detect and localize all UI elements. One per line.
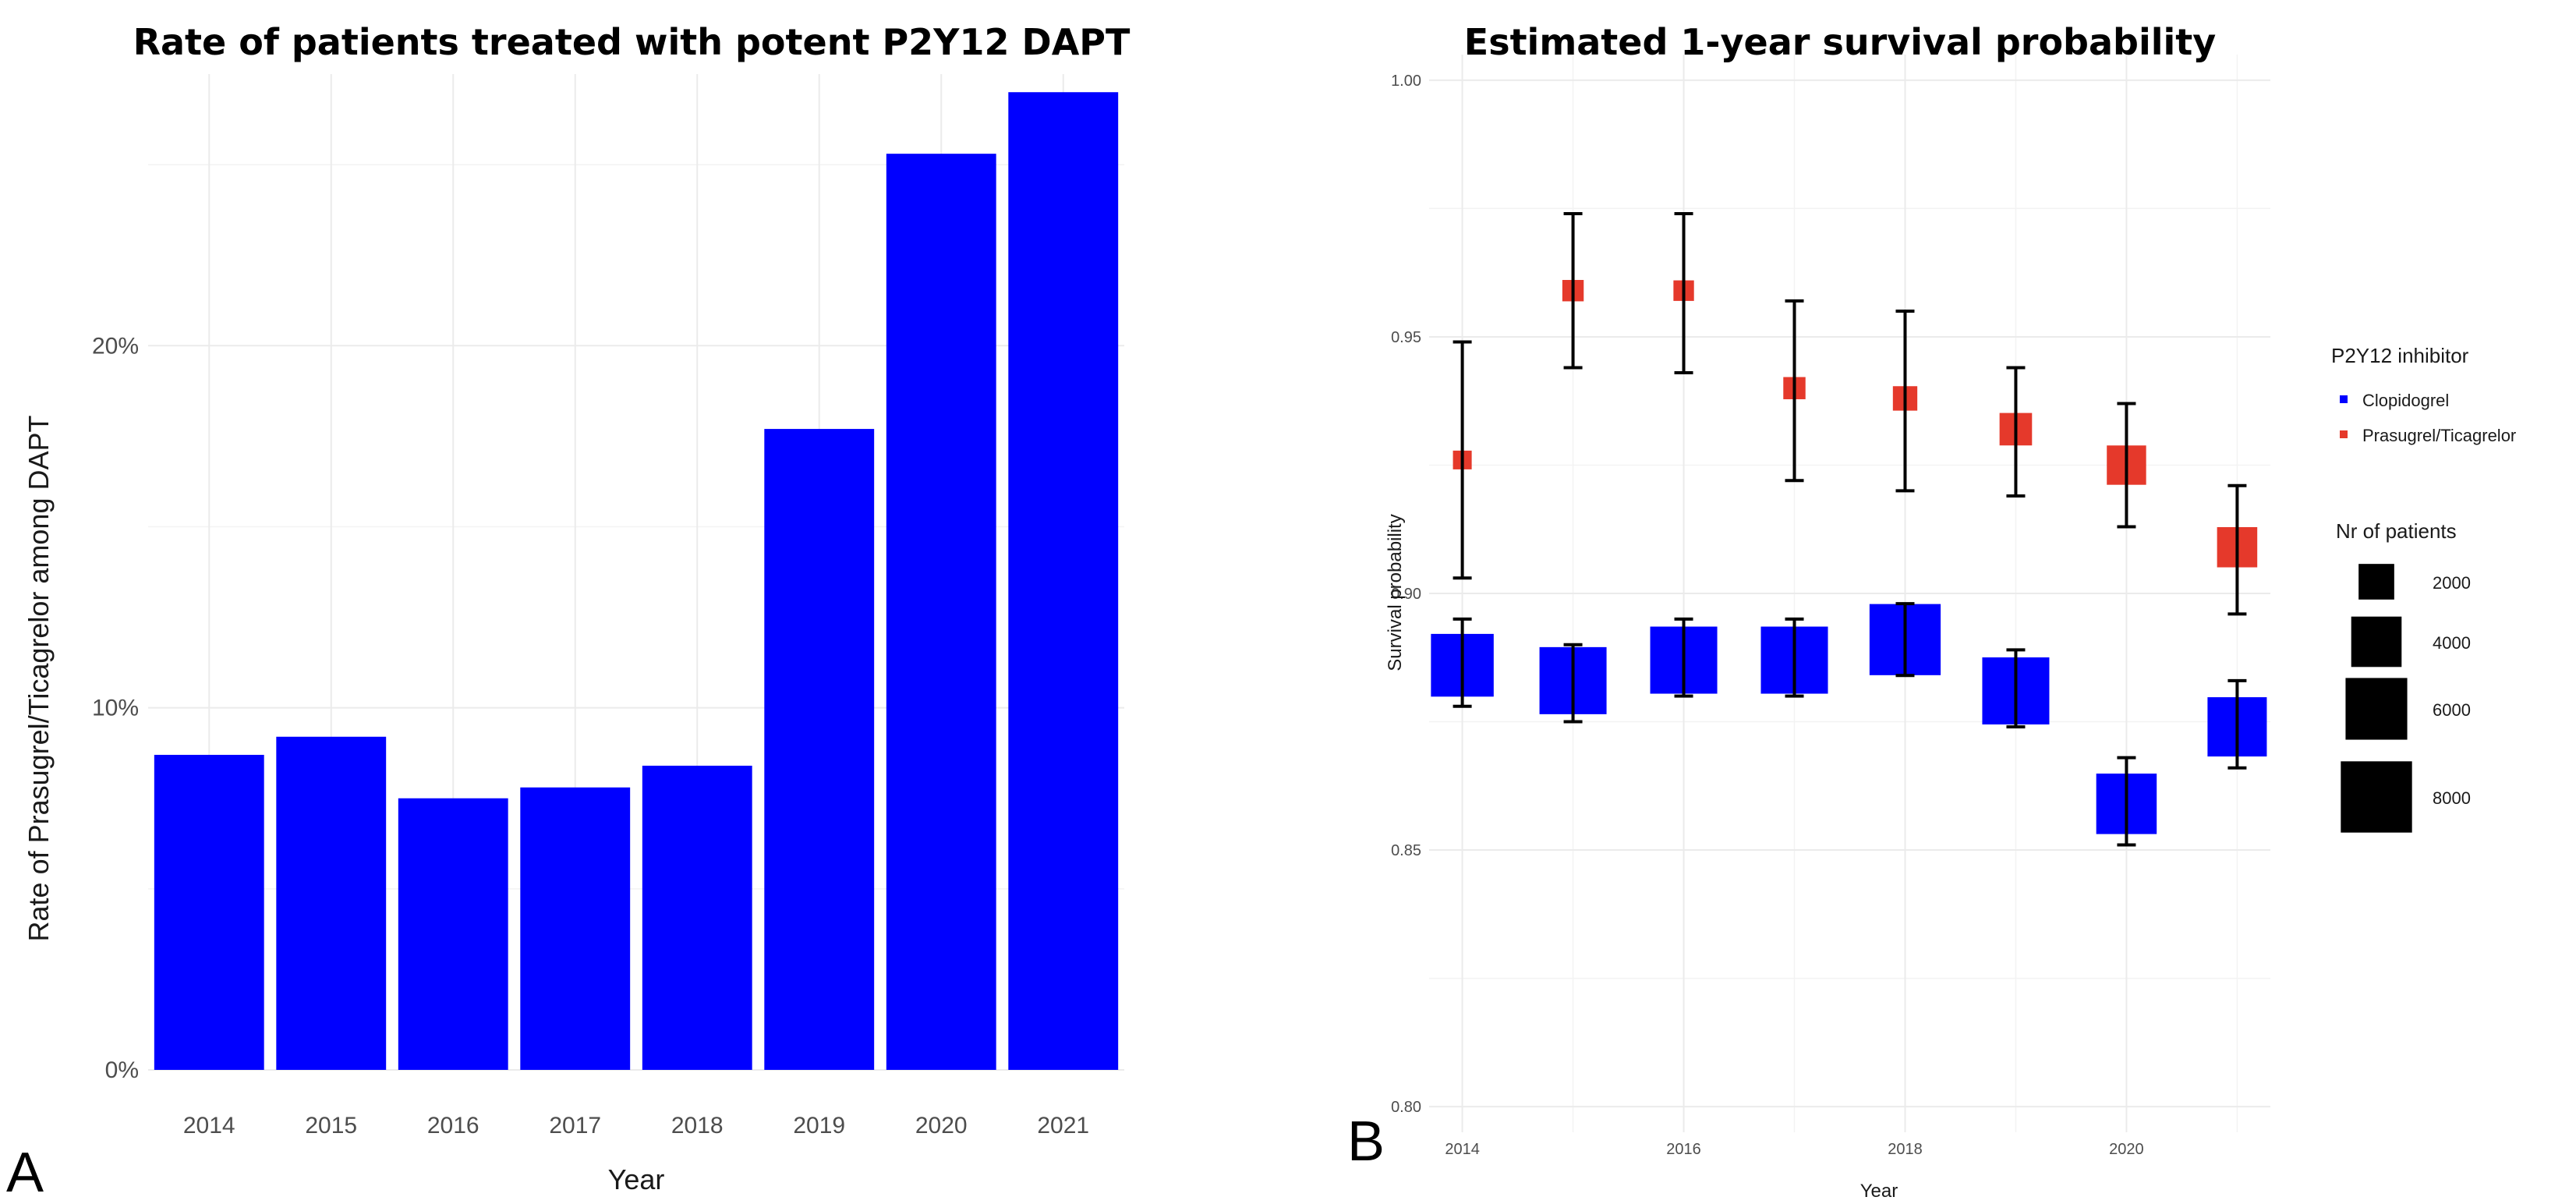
panel-a-letter: A [6, 1142, 44, 1204]
panel-a-x-tick-label: 2016 [427, 1113, 479, 1138]
legend-size-key-8000 [2341, 761, 2412, 833]
legend-size-key-4000 [2351, 616, 2402, 668]
panel-b-x-tick-label: 2018 [1888, 1141, 1923, 1158]
panel-b-points [1431, 280, 2267, 834]
bar-2017 [520, 787, 631, 1070]
legend-size-key-2000 [2358, 564, 2394, 600]
panel-b-y-tick-label: 1.00 [1391, 73, 1421, 90]
bar-2016 [398, 798, 508, 1070]
legend-size-label-8000: 8000 [2433, 788, 2471, 808]
panel-b-title: Estimated 1-year survival probability [1464, 21, 2216, 63]
bar-2018 [642, 765, 752, 1070]
panel-a-x-axis-title: Year [608, 1163, 665, 1195]
panel-b-y-tick-label: 0.85 [1391, 842, 1421, 859]
panel-a-x-tick-label: 2021 [1037, 1113, 1089, 1138]
legend-label-clopidogrel: Clopidogrel [2362, 391, 2449, 410]
legend-size-label-2000: 2000 [2433, 573, 2471, 593]
legend-size-title: Nr of patients [2336, 519, 2457, 543]
legend-color-title: P2Y12 inhibitor [2331, 344, 2469, 367]
panel-b-gridlines [1429, 55, 2270, 1132]
panel-b-letter: B [1347, 1110, 1385, 1173]
legend-key-prasugrel-ticagrelor [2340, 430, 2348, 438]
panel-b-y-tick-label: 0.95 [1391, 329, 1421, 346]
panel-b-x-tick-label: 2020 [2109, 1141, 2144, 1158]
panel-b-x-tick-label: 2016 [1666, 1141, 1701, 1158]
bar-2014 [154, 755, 264, 1070]
panel-a-x-tick-label: 2020 [915, 1113, 968, 1138]
bar-2019 [764, 429, 875, 1070]
panel-a-y-tick-label: 10% [92, 696, 139, 721]
panel-a-bars [154, 92, 1119, 1071]
panel-a-x-tick-label: 2017 [549, 1113, 601, 1138]
legend-label-prasugrel-ticagrelor: Prasugrel/Ticagrelor [2362, 426, 2516, 445]
panel-a: Rate of patients treated with potent P2Y… [6, 21, 1131, 1204]
panel-a-y-ticks: 0% 10% 20% [92, 333, 139, 1083]
panel-b-x-ticks: 2014 2016 2018 2020 [1445, 1141, 2143, 1158]
panel-b-y-ticks: 0.80 0.85 0.90 0.95 1.00 [1391, 73, 1421, 1116]
legend-size-label-4000: 4000 [2433, 633, 2471, 653]
panel-a-x-tick-label: 2015 [305, 1113, 357, 1138]
panel-a-y-tick-label: 0% [105, 1057, 139, 1083]
legend-size-keys [2341, 564, 2412, 833]
panel-a-x-tick-label: 2018 [671, 1113, 724, 1138]
panel-a-y-tick-label: 20% [92, 333, 139, 359]
panel-b-y-tick-label: 0.80 [1391, 1099, 1421, 1116]
panel-a-x-tick-label: 2014 [183, 1113, 235, 1138]
bar-2015 [276, 736, 387, 1070]
panel-b-legend: P2Y12 inhibitor Clopidogrel Prasugrel/Ti… [2331, 344, 2516, 833]
legend-size-key-6000 [2345, 678, 2408, 740]
panel-b-error-bars [1453, 212, 2247, 847]
legend-key-clopidogrel [2340, 395, 2348, 403]
bar-2020 [886, 154, 996, 1070]
panel-b-x-tick-label: 2014 [1445, 1141, 1480, 1158]
panel-a-x-ticks: 2014 2015 2016 2017 2018 2019 2020 2021 [183, 1113, 1089, 1138]
panel-a-title: Rate of patients treated with potent P2Y… [133, 21, 1131, 63]
panel-a-y-axis-title: Rate of Prasugrel/Ticagrelor among DAPT [23, 416, 55, 942]
bar-2021 [1008, 92, 1119, 1071]
panel-b-y-axis-title: Survival probability [1385, 514, 1406, 671]
panel-b-x-axis-title: Year [1860, 1181, 1898, 1202]
panel-b-y-tick-label: 0.90 [1391, 586, 1421, 603]
panel-b: Estimated 1-year survival probability 0.… [1347, 21, 2516, 1202]
legend-size-label-6000: 6000 [2433, 700, 2471, 720]
panel-a-x-tick-label: 2019 [793, 1113, 845, 1138]
